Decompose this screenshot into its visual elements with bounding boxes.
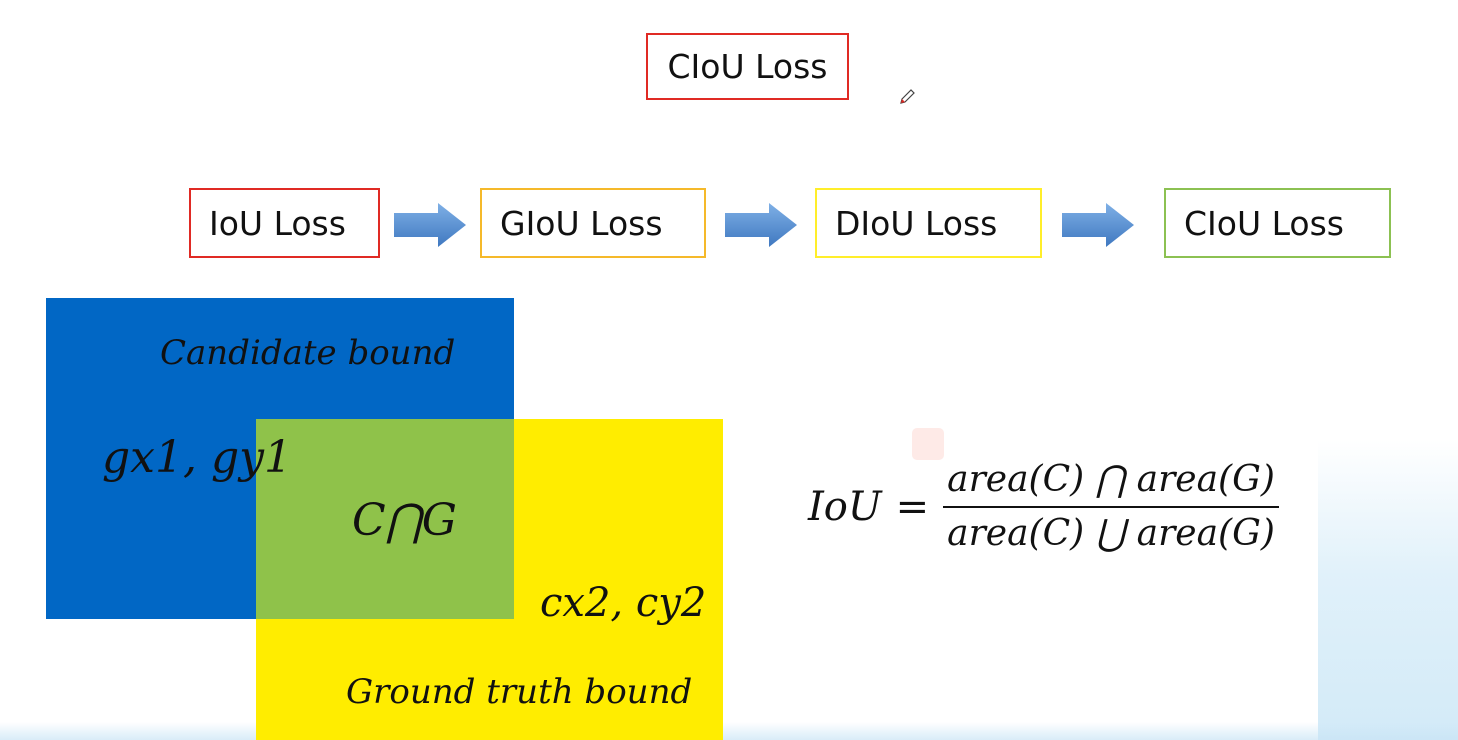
step-label: IoU Loss (209, 203, 346, 243)
formula-fraction: area(C) ⋂ area(G) area(C) ⋃ area(G) (943, 454, 1279, 560)
background-bottom-strip (0, 722, 1458, 740)
watermark-icon (912, 428, 944, 460)
step-diou-loss: DIoU Loss (815, 188, 1042, 258)
formula-denominator: area(C) ⋃ area(G) (947, 513, 1275, 554)
arrow-right-icon (725, 203, 797, 247)
step-ciou-loss: CIoU Loss (1164, 188, 1391, 258)
formula-equals: = (895, 484, 930, 530)
step-giou-loss: GIoU Loss (480, 188, 706, 258)
formula-numerator: area(C) ⋂ area(G) (947, 459, 1275, 500)
page-title: CIoU Loss (646, 33, 849, 100)
arrow-right-icon (394, 203, 466, 247)
step-label: DIoU Loss (835, 203, 998, 243)
iou-formula: IoU = area(C) ⋂ area(G) area(C) ⋃ area(G… (808, 454, 1279, 560)
ground-truth-bound-label: Ground truth bound (346, 672, 693, 712)
formula-lhs: IoU (808, 484, 882, 530)
intersection-rect (256, 419, 514, 619)
candidate-bound-label: Candidate bound (160, 333, 456, 373)
step-label: CIoU Loss (1184, 203, 1344, 243)
arrow-right-icon (1062, 203, 1134, 247)
intersection-label: C⋂G (352, 495, 457, 546)
candidate-corner-label: gx1, gy1 (102, 432, 292, 483)
step-label: GIoU Loss (500, 203, 663, 243)
background-wash (1318, 440, 1458, 740)
pen-cursor-icon (900, 89, 915, 104)
ground-corner-label: cx2, cy2 (540, 580, 707, 626)
fraction-bar (943, 506, 1279, 508)
step-iou-loss: IoU Loss (189, 188, 380, 258)
